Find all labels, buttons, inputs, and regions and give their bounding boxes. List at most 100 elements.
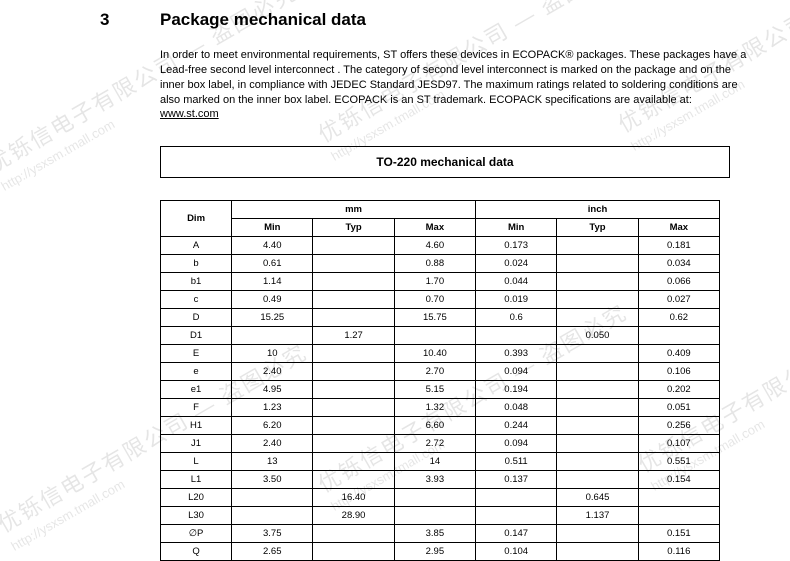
cell-mm_typ [313,255,394,273]
cell-mm_typ [313,291,394,309]
cell-dim: D [161,309,232,327]
section-heading: 3 Package mechanical data [100,10,750,30]
section-title: Package mechanical data [160,10,366,30]
intro-paragraph: In order to meet environmental requireme… [160,48,750,122]
cell-dim: L30 [161,507,232,525]
cell-in_min: 0.137 [476,471,557,489]
cell-in_min: 0.048 [476,399,557,417]
cell-in_typ [557,381,638,399]
cell-in_max: 0.154 [638,471,719,489]
cell-dim: b [161,255,232,273]
cell-mm_min: 0.49 [232,291,313,309]
col-mm: mm [232,201,476,219]
table-row: b11.141.700.0440.066 [161,273,720,291]
cell-in_max: 0.151 [638,525,719,543]
cell-in_typ: 1.137 [557,507,638,525]
cell-mm_max: 2.95 [394,543,475,561]
cell-in_max: 0.027 [638,291,719,309]
cell-mm_min: 2.40 [232,435,313,453]
cell-in_typ [557,525,638,543]
cell-mm_min: 2.65 [232,543,313,561]
cell-mm_typ [313,309,394,327]
cell-in_min: 0.6 [476,309,557,327]
cell-in_max: 0.202 [638,381,719,399]
section-number: 3 [100,10,160,30]
cell-mm_typ: 28.90 [313,507,394,525]
cell-in_min: 0.244 [476,417,557,435]
cell-dim: F [161,399,232,417]
cell-in_max: 0.107 [638,435,719,453]
table-row: ∅P3.753.850.1470.151 [161,525,720,543]
cell-mm_min: 0.61 [232,255,313,273]
cell-dim: e1 [161,381,232,399]
cell-mm_typ [313,345,394,363]
cell-in_min: 0.147 [476,525,557,543]
cell-mm_min [232,507,313,525]
cell-dim: e [161,363,232,381]
cell-dim: H1 [161,417,232,435]
table-row: L30 28.90 1.137 [161,507,720,525]
cell-mm_max [394,507,475,525]
cell-dim: Q [161,543,232,561]
table-row: Q2.652.950.1040.116 [161,543,720,561]
cell-in_typ [557,291,638,309]
cell-mm_min: 1.23 [232,399,313,417]
cell-mm_min: 2.40 [232,363,313,381]
cell-in_min: 0.104 [476,543,557,561]
cell-mm_typ [313,399,394,417]
cell-dim: L [161,453,232,471]
cell-in_max: 0.106 [638,363,719,381]
table-row: A4.404.600.1730.181 [161,237,720,255]
cell-mm_max: 2.72 [394,435,475,453]
table-row: H16.206.600.2440.256 [161,417,720,435]
cell-in_typ [557,255,638,273]
cell-mm_max: 0.88 [394,255,475,273]
cell-dim: D1 [161,327,232,345]
cell-in_min: 0.094 [476,363,557,381]
table-row: c0.490.700.0190.027 [161,291,720,309]
cell-in_typ [557,345,638,363]
cell-in_max [638,327,719,345]
col-mm-typ: Typ [313,219,394,237]
cell-mm_min: 13 [232,453,313,471]
cell-in_min: 0.094 [476,435,557,453]
cell-mm_max: 2.70 [394,363,475,381]
cell-mm_max: 14 [394,453,475,471]
st-link[interactable]: www.st.com [160,108,219,120]
cell-in_typ [557,309,638,327]
col-in-min: Min [476,219,557,237]
cell-in_min: 0.024 [476,255,557,273]
cell-in_typ [557,471,638,489]
cell-mm_typ [313,237,394,255]
cell-mm_typ: 1.27 [313,327,394,345]
cell-in_min: 0.173 [476,237,557,255]
cell-mm_typ [313,471,394,489]
cell-mm_max: 0.70 [394,291,475,309]
cell-dim: J1 [161,435,232,453]
table-header-row-1: Dim mm inch [161,201,720,219]
cell-mm_typ [313,417,394,435]
cell-in_typ [557,543,638,561]
cell-mm_typ [313,363,394,381]
cell-in_typ [557,435,638,453]
cell-mm_min: 3.75 [232,525,313,543]
cell-in_max [638,507,719,525]
cell-mm_min: 15.25 [232,309,313,327]
cell-mm_typ: 16.40 [313,489,394,507]
cell-mm_max: 6.60 [394,417,475,435]
table-row: L2016.400.645 [161,489,720,507]
cell-dim: E [161,345,232,363]
cell-mm_min [232,489,313,507]
cell-mm_typ [313,543,394,561]
cell-in_max [638,489,719,507]
cell-mm_max: 1.70 [394,273,475,291]
cell-dim: ∅P [161,525,232,543]
page-content: 3 Package mechanical data In order to me… [0,0,790,561]
table-row: E1010.400.3930.409 [161,345,720,363]
cell-mm_min: 10 [232,345,313,363]
cell-mm_min: 4.95 [232,381,313,399]
cell-in_typ: 0.050 [557,327,638,345]
cell-in_min: 0.044 [476,273,557,291]
cell-mm_max: 3.93 [394,471,475,489]
cell-mm_max: 1.32 [394,399,475,417]
